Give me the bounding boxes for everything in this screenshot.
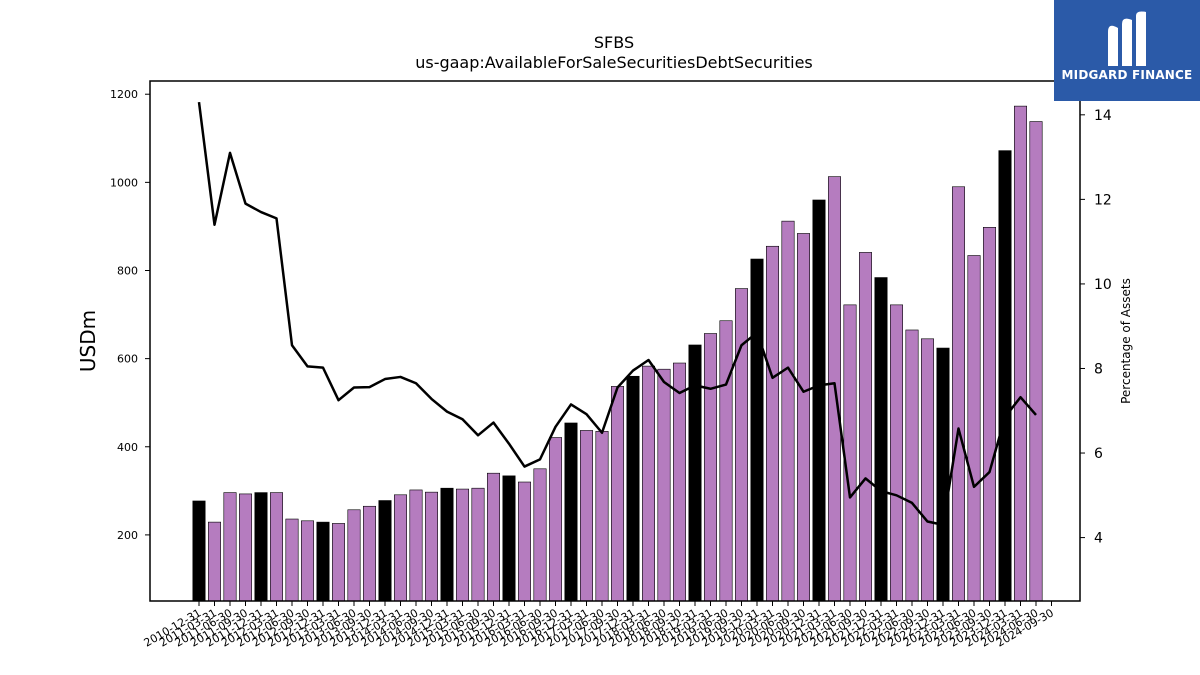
bar xyxy=(208,521,222,602)
bar xyxy=(223,492,237,602)
bar xyxy=(688,344,702,602)
bar xyxy=(564,422,578,602)
bar xyxy=(843,304,857,602)
bar xyxy=(1029,121,1043,602)
bar xyxy=(533,468,547,602)
bar xyxy=(393,494,407,602)
bar xyxy=(626,375,640,602)
bar xyxy=(331,523,345,602)
chart-subtitle: us-gaap:AvailableForSaleSecuritiesDebtSe… xyxy=(415,53,813,72)
y2-axis-label: Percentage of Assets xyxy=(1119,278,1133,404)
chart-title: SFBS xyxy=(594,33,634,52)
bar xyxy=(409,489,423,602)
bar xyxy=(548,437,562,602)
bar xyxy=(905,329,919,602)
y2-axis: 4 6 8 10 12 14 xyxy=(1080,108,1112,547)
bar xyxy=(858,252,872,602)
midgard-finance-logo: MIDGARD FINANCE xyxy=(1054,0,1200,101)
x-axis: 2010-12-312011-03-312011-06-302011-09-30… xyxy=(142,601,1056,650)
line-series xyxy=(197,101,1037,527)
bar xyxy=(502,475,516,602)
y-tick-label: 400 xyxy=(117,441,138,454)
bar-group xyxy=(192,105,1043,602)
line-group xyxy=(197,101,1037,527)
y2-tick-label: 6 xyxy=(1094,446,1103,462)
bar xyxy=(765,245,779,602)
bar xyxy=(750,258,764,602)
bar xyxy=(455,488,469,602)
bar xyxy=(579,430,593,602)
bar xyxy=(362,505,376,602)
bar xyxy=(874,277,888,602)
y-axis-label: USDm xyxy=(76,310,100,372)
y2-tick-label: 12 xyxy=(1094,192,1112,208)
bar xyxy=(595,431,609,602)
bar xyxy=(657,368,671,602)
bar xyxy=(610,386,624,602)
bar xyxy=(982,227,996,602)
bar xyxy=(471,487,485,602)
bar xyxy=(316,521,330,602)
y-tick-label: 800 xyxy=(117,264,138,277)
y2-tick-label: 8 xyxy=(1094,361,1103,377)
bar xyxy=(347,509,361,602)
bar xyxy=(672,362,686,602)
bar xyxy=(424,491,438,602)
bar xyxy=(192,500,206,602)
y-tick-label: 600 xyxy=(117,353,138,366)
logo-icon xyxy=(1108,11,1146,67)
y-tick-label: 200 xyxy=(117,529,138,542)
y2-tick-label: 14 xyxy=(1094,108,1112,124)
plot-frame xyxy=(149,80,1081,602)
bar xyxy=(254,492,268,602)
bar xyxy=(641,365,655,602)
bar xyxy=(378,500,392,602)
y-tick-label: 1200 xyxy=(110,88,138,101)
bar xyxy=(285,518,299,602)
bar xyxy=(269,492,283,602)
bar xyxy=(967,255,981,602)
logo-text: MIDGARD FINANCE xyxy=(1061,68,1193,82)
bar xyxy=(440,487,454,602)
bar xyxy=(517,481,531,602)
bar xyxy=(951,186,965,602)
bar xyxy=(920,338,934,602)
bar xyxy=(486,472,500,602)
bar xyxy=(239,493,253,602)
bar xyxy=(300,520,314,602)
y-axis: 200 400 600 800 1000 1200 xyxy=(110,88,150,542)
bar xyxy=(998,150,1012,602)
y2-tick-label: 4 xyxy=(1094,531,1103,547)
bar xyxy=(734,288,748,602)
bar xyxy=(781,220,795,602)
y2-tick-label: 10 xyxy=(1094,277,1112,293)
bar xyxy=(936,347,950,602)
bar xyxy=(796,233,810,602)
bar xyxy=(719,320,733,602)
bar xyxy=(1013,105,1027,602)
y-tick-label: 1000 xyxy=(110,176,138,189)
bar xyxy=(889,304,903,602)
bar xyxy=(703,333,717,602)
bar xyxy=(812,199,826,602)
